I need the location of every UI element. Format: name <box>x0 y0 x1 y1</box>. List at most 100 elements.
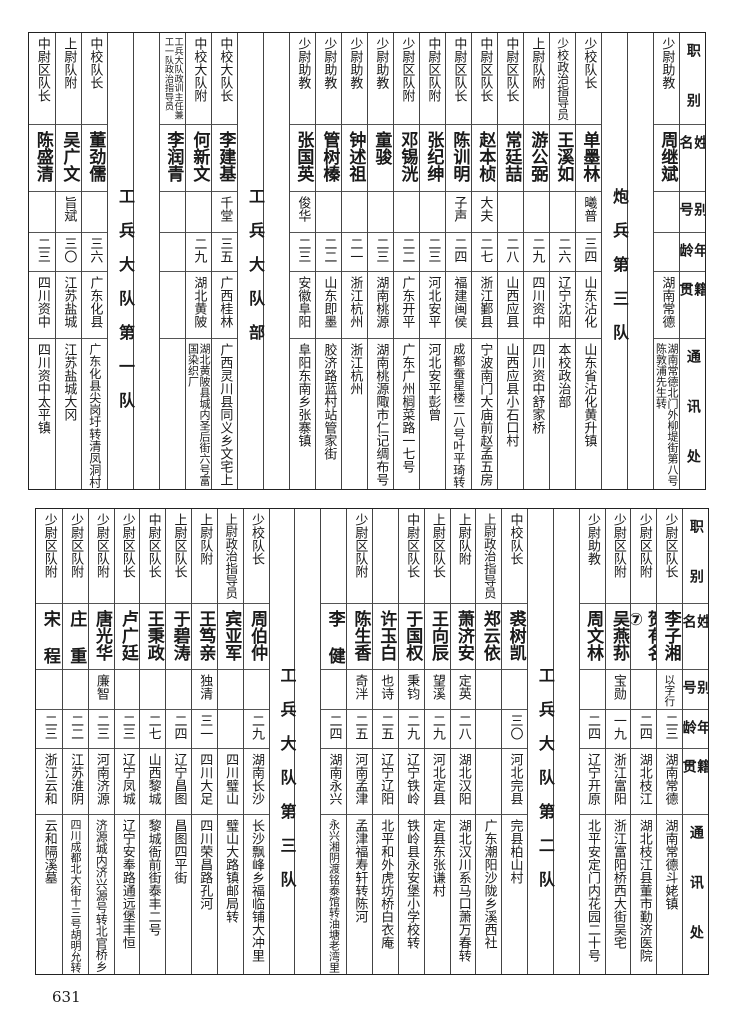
age-text: 二四 <box>585 714 600 740</box>
address-text: 辽宁安奉路通远堡丰恒 <box>119 819 135 949</box>
alias-cell <box>62 669 88 709</box>
native-place-cell: 湖南永兴 <box>321 748 347 814</box>
address-cell: 定县东张谦村 <box>424 814 450 976</box>
name-text: 卢广廷 <box>117 610 138 661</box>
native-place-text: 山东即墨 <box>321 276 337 328</box>
age-text: 二四 <box>171 714 187 740</box>
name-text: 常廷喆 <box>501 131 522 182</box>
age-cell: 二九 <box>524 232 549 271</box>
person-column: 上尉区队长 王向辰 望溪 二九 河北定县 定县东张谦村 <box>423 509 450 976</box>
address-cell: 广西灵川县同义乡文宅上 <box>212 338 237 491</box>
header-cell: 年龄 <box>683 709 708 748</box>
alias-cell: 廉智 <box>88 669 114 709</box>
native-place-cell: 湖南桃源 <box>368 271 393 338</box>
name-cell: 董劲儒 <box>82 124 107 191</box>
native-place-text: 福建闽侯 <box>451 276 467 328</box>
age-text: 二三 <box>295 237 311 263</box>
name-text: 唐光华 <box>92 610 113 661</box>
unit-label: 工兵大队第一队 <box>116 188 135 426</box>
position-cell: 中校大队长 <box>212 33 237 124</box>
header-label: 姓 名 <box>683 614 708 638</box>
native-place-cell: 河北完县 <box>502 748 528 814</box>
alias-cell: 大夫 <box>472 191 497 232</box>
name-cell: 管树榛 <box>316 124 341 191</box>
position-text: 中尉区队长 <box>503 37 519 102</box>
address-text: 北平和外虎坊桥白衣庵 <box>378 819 394 949</box>
age-cell <box>160 232 185 271</box>
native-place-text: 四川资中 <box>34 276 50 328</box>
address-text: 山西应县小石口村 <box>503 343 519 447</box>
native-place-cell: 江苏盐城 <box>56 271 81 338</box>
person-column: 上尉政治指导员 宾亚军 四川璧山 璧山大路镇邮局转 <box>216 509 243 976</box>
native-place-text: 山西黎城 <box>145 753 161 805</box>
name-text: 萧济安 <box>453 610 474 661</box>
person-column: 中尉区队长 陈训明 子声 二四 福建闽侯 成都蚕星楼二八号叶平琦转 <box>445 33 471 489</box>
age-text: 三六 <box>87 237 103 263</box>
address-cell: 胶济路蓝村站管家街 <box>316 338 341 491</box>
age-text: 二三 <box>662 714 678 740</box>
name-cell: 许玉白 <box>373 603 398 669</box>
native-place-text: 江苏淮阴 <box>68 753 84 805</box>
name-cell: 张国英 <box>290 124 315 191</box>
native-place-cell: 湖南常德 <box>657 748 683 814</box>
name-text: 童骏 <box>371 131 392 165</box>
address-cell: 阜阳东南乡张寨镇 <box>290 338 315 491</box>
native-place-cell: 河南孟津 <box>347 748 372 814</box>
native-place-text: 河北定县 <box>429 753 445 805</box>
address-text: 长沙飘峰乡福临铺大冲里 <box>249 819 264 962</box>
position-text: 少校政治指导员 <box>555 37 570 121</box>
position-cell: 少校政治指导员 <box>550 33 575 124</box>
age-text: 二三 <box>425 237 441 263</box>
position-cell: 上尉政治指导员 <box>218 509 243 603</box>
person-column: 少尉区队附宋 程二三 浙江云和 云和隔溪墓 <box>36 509 62 974</box>
native-place-text: 湖南永兴 <box>326 753 342 805</box>
address-text: 广西灵川县同义乡文宅上 <box>217 343 233 486</box>
native-place-text: 辽宁沈阳 <box>555 276 571 328</box>
address-text: 四川荣昌路孔河 <box>197 819 213 910</box>
address-cell: 四川资中舒家桥 <box>524 338 549 491</box>
position-text: 中尉区队长 <box>404 513 420 578</box>
native-place-cell: 江苏淮阴 <box>62 748 88 814</box>
name-cell: 于碧涛 <box>166 603 192 669</box>
header-label: 通 讯 处 <box>687 825 704 949</box>
address-cell: 广东潮阳沙陇乡溪西社 <box>476 814 502 976</box>
position-text: 少尉助教 <box>321 37 337 89</box>
age-text: 二九 <box>429 714 445 740</box>
alias-cell <box>217 669 243 709</box>
address-cell: 璧山大路镇邮局转 <box>217 814 243 976</box>
age-cell: 二三 <box>88 709 114 748</box>
position-cell: 中校大队附 <box>186 33 211 124</box>
native-place-cell: 辽宁铁岭 <box>398 748 424 814</box>
name-text: 李润青 <box>163 131 184 182</box>
position-text: 少尉区队附 <box>399 37 415 102</box>
address-text: 璧山大路镇邮局转 <box>223 819 239 923</box>
person-column: 上尉队附 吴广文 旨斌 三〇 江苏盐城 江苏盐城大冈 <box>55 33 81 489</box>
name-text: 李子湘 <box>660 610 681 661</box>
native-place-text: 辽宁铁岭 <box>404 753 420 805</box>
position-cell: 少尉助教 <box>290 33 315 124</box>
age-text: 二八 <box>503 237 519 263</box>
address-text: 成都蚕星楼二八号叶平琦转 <box>451 343 466 489</box>
name-cell: 于国权 <box>398 603 424 669</box>
header-cell: 别号 <box>680 191 705 232</box>
name-text: 邓锡洸 <box>397 131 418 182</box>
age-text: 二一 <box>347 237 363 263</box>
age-text: 三一 <box>197 714 213 740</box>
name-text: 陈生香 <box>350 610 371 661</box>
alias-text: 俊华 <box>295 196 311 222</box>
alias-cell <box>140 669 166 709</box>
native-place-cell: 山东沾化 <box>576 271 601 338</box>
native-place-cell: 四川资中 <box>29 271 55 338</box>
address-text: 湖北枝江县董市勤济医院 <box>636 819 652 962</box>
position-text: 上尉区队长 <box>429 513 445 578</box>
alias-cell <box>498 191 523 232</box>
person-column: 少尉助教 管树榛 二二 山东即墨 胶济路蓝村站管家街 <box>315 33 341 489</box>
position-text: 上尉区队长 <box>171 513 187 578</box>
native-place-text: 河北完县 <box>507 753 523 805</box>
unit-label-column: 工兵大队第三队 <box>268 509 296 974</box>
position-cell: 少尉区队长 <box>657 509 682 603</box>
position-cell: 少尉区队附 <box>347 509 372 603</box>
name-cell: 李子湘 <box>657 603 683 669</box>
name-cell: 陈生香 <box>347 603 372 669</box>
header-cell: 职 别 <box>683 509 708 603</box>
